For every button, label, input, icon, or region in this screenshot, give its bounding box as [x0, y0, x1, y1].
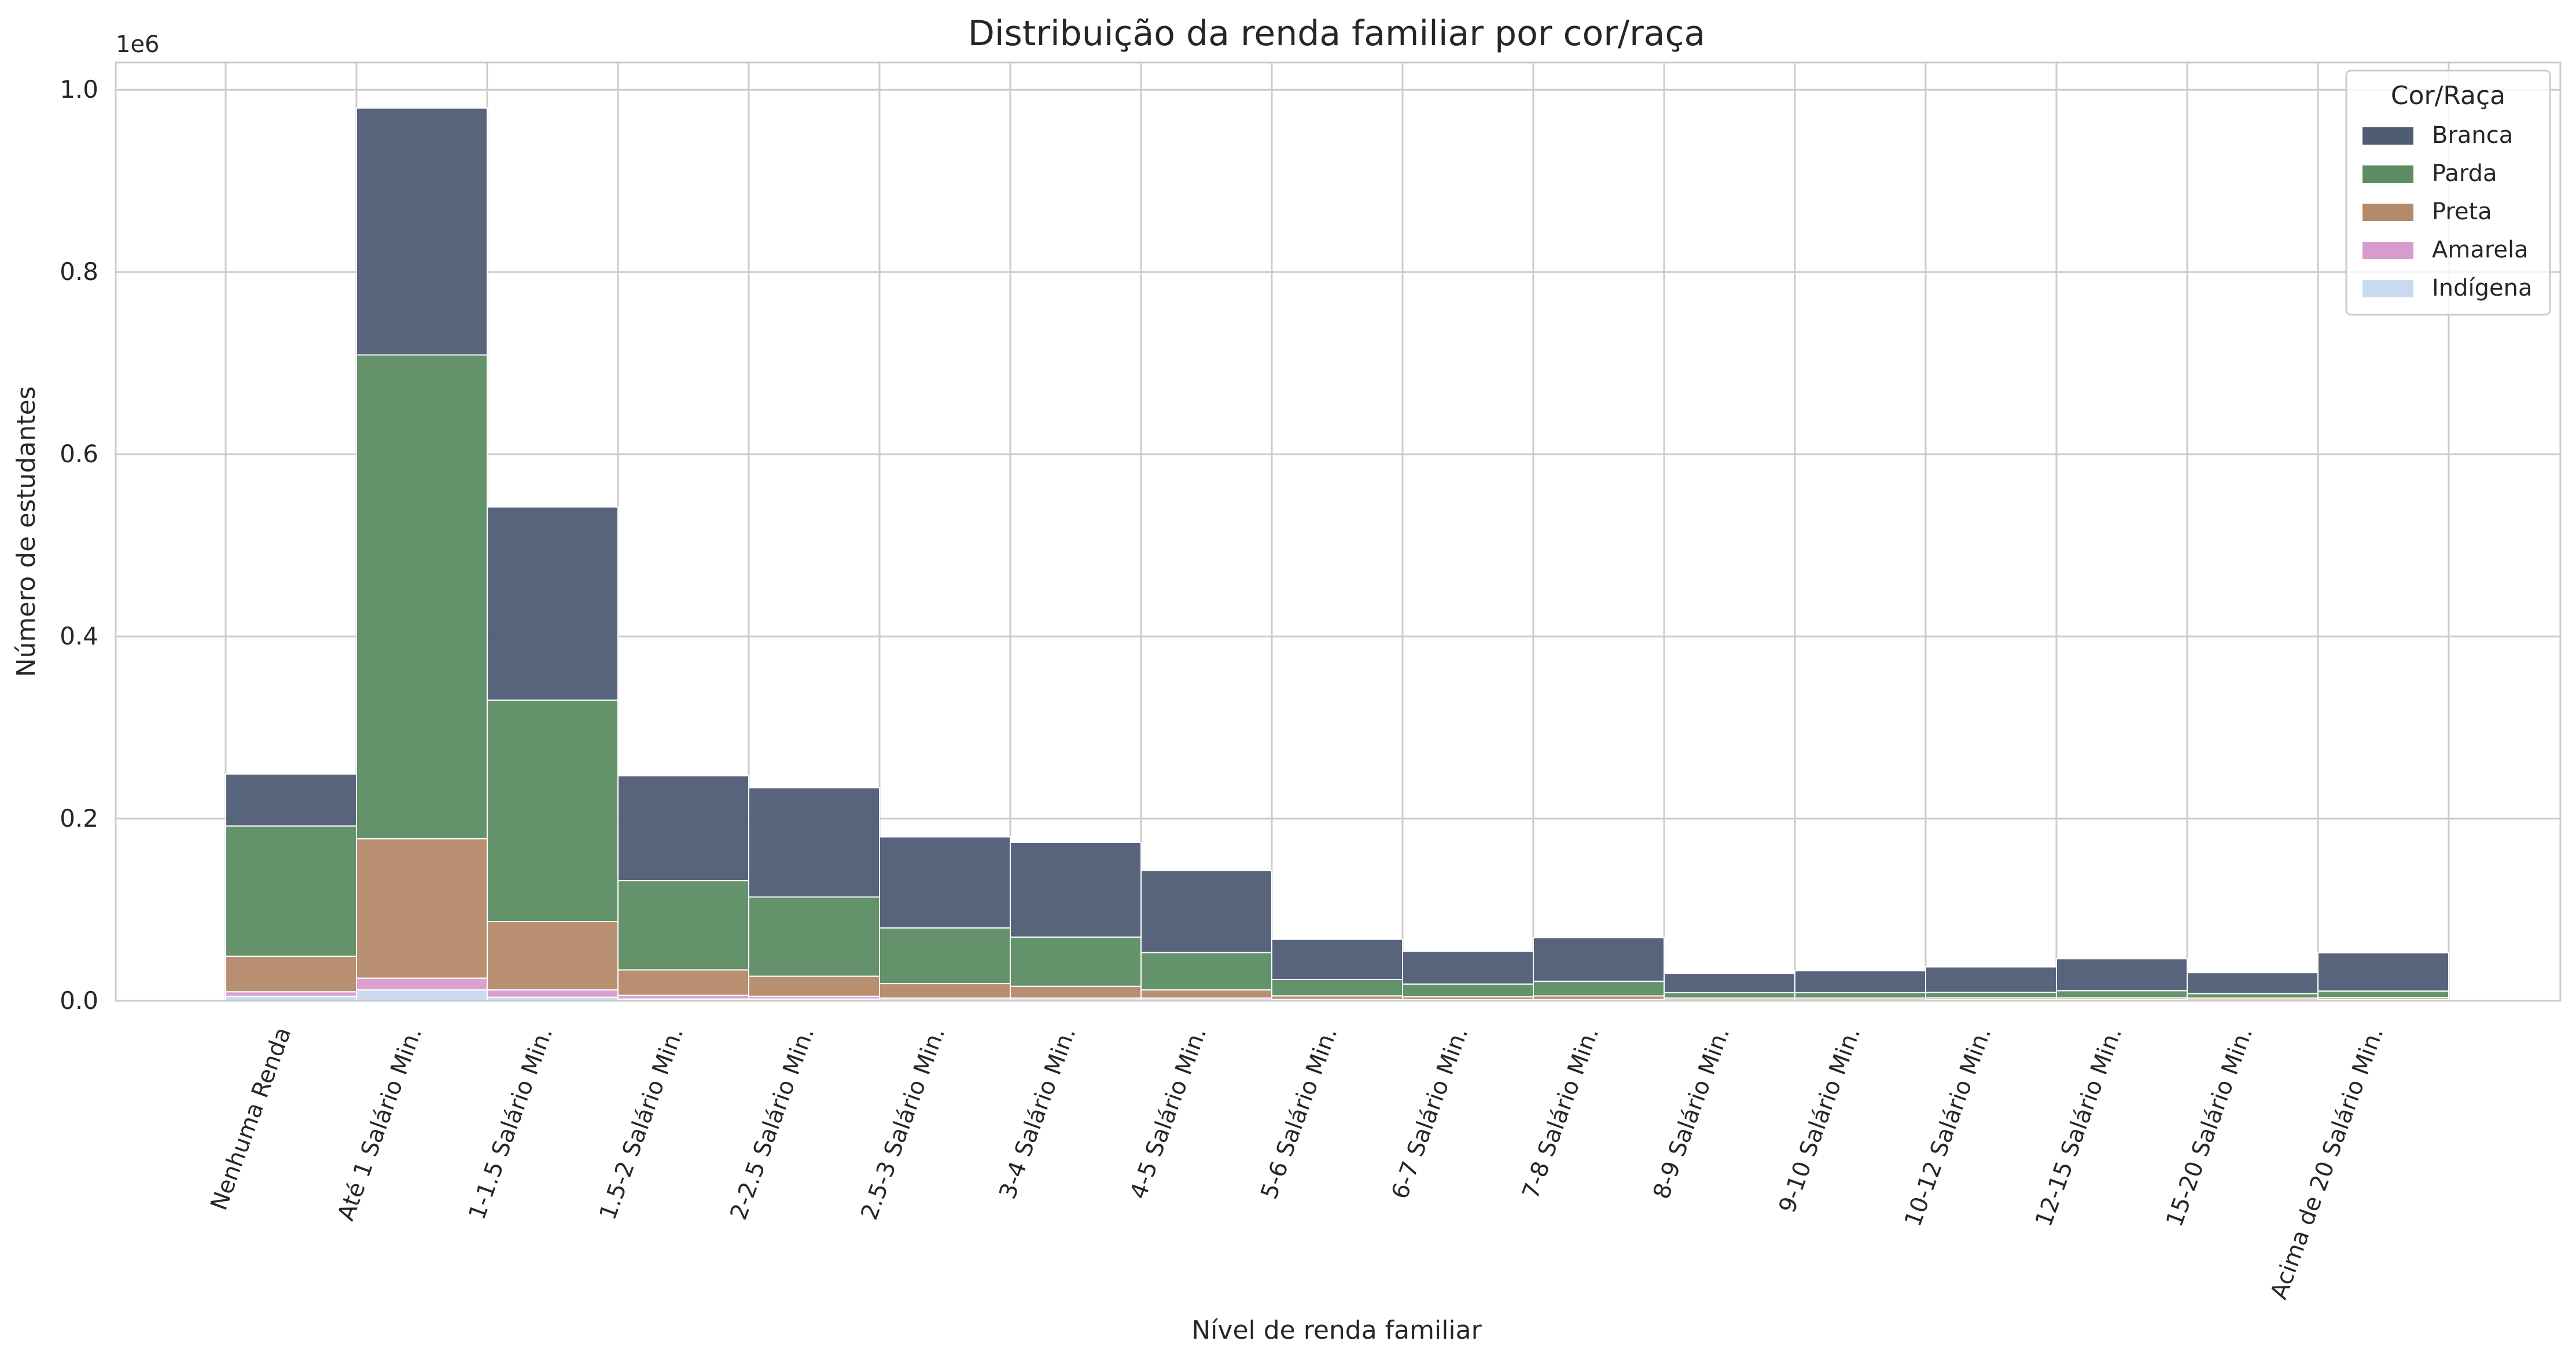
- bar-segment: [1010, 841, 1142, 938]
- bar-segment: [617, 775, 749, 882]
- bar-segment: [1140, 870, 1272, 953]
- y-tick-label: 0.4: [60, 622, 98, 650]
- legend-swatch: [2362, 165, 2413, 183]
- bar-segment: [617, 969, 749, 996]
- legend-label: Indígena: [2432, 275, 2533, 301]
- bar-segment: [1925, 992, 2057, 999]
- bar-segment: [1010, 936, 1142, 987]
- bar-segment: [356, 107, 488, 356]
- bar-segment: [356, 354, 488, 839]
- legend-label: Branca: [2432, 122, 2513, 149]
- bar-segment: [879, 836, 1011, 929]
- bar-segment: [487, 506, 619, 701]
- bar-segment: [225, 773, 357, 827]
- legend-swatch: [2362, 127, 2413, 145]
- bars: [225, 107, 2449, 1002]
- y-tick-label: 0.0: [60, 986, 98, 1015]
- legend-label: Preta: [2432, 198, 2492, 225]
- y-tick-label: 0.6: [60, 440, 98, 468]
- bar-segment: [1925, 966, 2057, 993]
- y-axis-label: Número de estudantes: [12, 386, 41, 677]
- bar-segment: [487, 699, 619, 922]
- bar-segment: [879, 983, 1011, 999]
- bar-segment: [487, 989, 619, 998]
- bar-segment: [2317, 990, 2449, 999]
- bar-segment: [617, 880, 749, 971]
- bar-segment: [2056, 990, 2188, 999]
- legend-label: Parda: [2432, 160, 2497, 187]
- y-tick-label: 0.8: [60, 257, 98, 286]
- bar-segment: [225, 955, 357, 993]
- bar-segment: [1533, 937, 1665, 982]
- bar-segment: [2317, 952, 2449, 992]
- bar-segment: [879, 927, 1011, 985]
- bar-segment: [356, 838, 488, 979]
- y-offset-label: 1e6: [116, 31, 160, 58]
- legend: Cor/Raça Branca Parda Preta Amarela Indígena: [2345, 69, 2551, 316]
- legend-swatch: [2362, 242, 2413, 259]
- bar-segment: [2187, 972, 2319, 994]
- legend-title: Cor/Raça: [2391, 81, 2505, 110]
- y-tick-label: 1.0: [60, 75, 98, 104]
- y-tick-label: 0.2: [60, 804, 98, 832]
- bar-segment: [1794, 970, 1926, 993]
- bar-segment: [1140, 989, 1272, 999]
- bar-segment: [1533, 981, 1665, 997]
- bar-segment: [487, 920, 619, 991]
- bar-segment: [1664, 992, 1795, 999]
- bar-segment: [2056, 958, 2188, 992]
- bar-segment: [225, 825, 357, 957]
- bar-segment: [356, 989, 488, 1001]
- bar-segment: [1010, 985, 1142, 999]
- x-axis-label: Nível de renda familiar: [1191, 1316, 1482, 1345]
- legend-label: Amarela: [2432, 237, 2529, 263]
- legend-entries: Branca Parda Preta Amarela Indígena: [2362, 122, 2533, 301]
- bar-segment: [356, 977, 488, 991]
- plot-frame: [115, 61, 2562, 1002]
- bar-segment: [2187, 993, 2319, 999]
- bar-segment: [225, 991, 357, 997]
- bar-segment: [1271, 938, 1403, 980]
- y-axis-ticks: 0.0 0.2 0.4 0.6 0.8 1.0: [60, 75, 98, 1015]
- legend-swatch: [2362, 280, 2413, 297]
- bar-segment: [1664, 972, 1795, 993]
- bar-segment: [748, 975, 880, 997]
- bar-segment: [1402, 983, 1534, 998]
- bar-segment: [1794, 992, 1926, 999]
- chart-title: Distribuição da renda familiar por cor/r…: [968, 13, 1706, 54]
- bar-segment: [1402, 951, 1534, 985]
- legend-swatch: [2362, 204, 2413, 221]
- bar-segment: [748, 787, 880, 898]
- bar-segment: [1140, 952, 1272, 991]
- bar-segment: [748, 896, 880, 977]
- bar-segment: [1271, 978, 1403, 997]
